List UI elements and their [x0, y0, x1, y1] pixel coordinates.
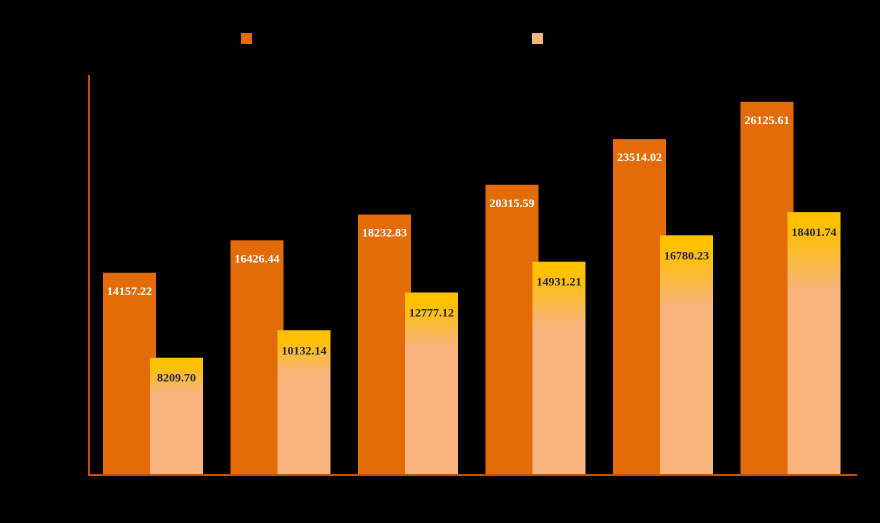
- bars: [103, 101, 841, 476]
- legend-marker-series2: [532, 33, 543, 44]
- data-label-series1-6: 26125.61: [745, 113, 790, 127]
- data-label-series1-4: 20315.59: [490, 196, 535, 210]
- data-label-series1-3: 18232.83: [362, 226, 407, 240]
- bar-series2-1: [150, 357, 203, 475]
- data-label-series2-6: 18401.74: [792, 225, 837, 239]
- data-label-series1-5: 23514.02: [617, 150, 662, 164]
- bar-series2-6: [787, 212, 841, 476]
- legend: [241, 33, 543, 44]
- bar-series1-1: [103, 272, 156, 475]
- bar-series2-5: [660, 235, 713, 475]
- bar-series1-5: [613, 139, 666, 475]
- bar-series1-2: [230, 240, 284, 475]
- data-label-series1-2: 16426.44: [235, 251, 280, 265]
- data-label-series2-2: 10132.14: [282, 343, 327, 357]
- data-label-series2-5: 16780.23: [664, 248, 709, 262]
- legend-marker-series1: [241, 33, 252, 44]
- data-label-series2-4: 14931.21: [537, 275, 582, 289]
- bar-series2-2: [277, 330, 331, 475]
- bar-series1-3: [358, 214, 411, 475]
- bar-series1-4: [485, 184, 539, 475]
- bar-series1-6: [740, 101, 794, 475]
- data-labels: 14157.22 8209.70 16426.44 10132.14 18232.83 1…: [107, 113, 837, 385]
- data-label-series2-1: 8209.70: [157, 371, 196, 385]
- data-label-series2-3: 12777.12: [409, 305, 454, 319]
- data-label-series1-1: 14157.22: [107, 284, 152, 298]
- bar-series2-3: [405, 292, 458, 475]
- bar-series2-4: [532, 261, 586, 475]
